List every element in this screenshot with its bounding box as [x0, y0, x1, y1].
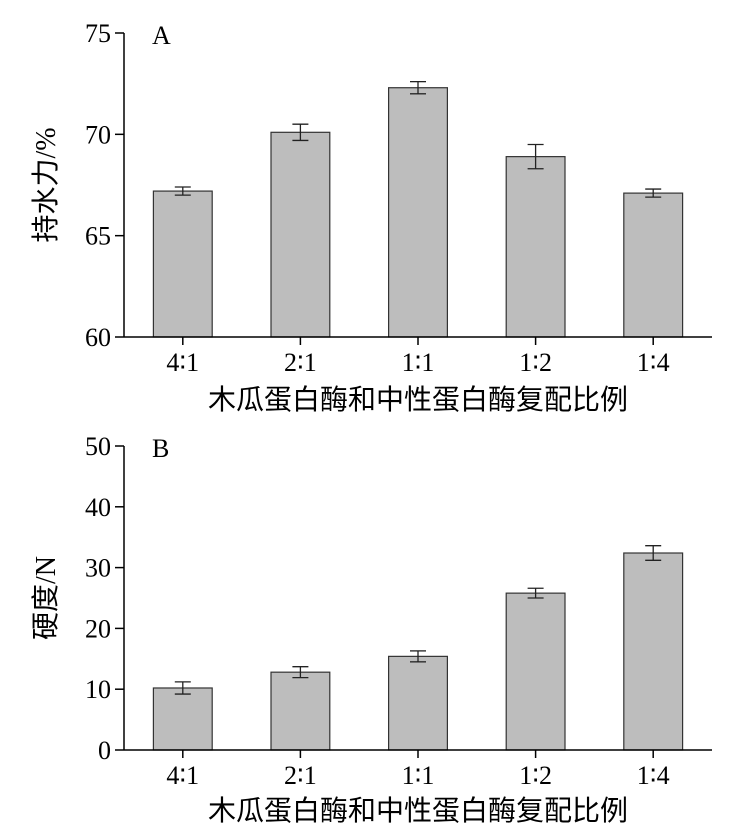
- bar-2: [388, 87, 449, 338]
- panel-b: 4∶1 2∶1 1∶1 1∶2 1∶4 0 10 20 30 40 50 B 木瓜蛋白酶和中性蛋白酶复配…: [30, 432, 712, 827]
- bar-4: [623, 552, 684, 751]
- x-tick-label-0: 4∶1: [166, 348, 199, 377]
- y-tick-label-0: 0: [98, 736, 111, 765]
- bar-2: [388, 655, 449, 751]
- bar-1: [270, 131, 331, 338]
- bar-3: [505, 592, 566, 751]
- x-tick-label-0: 4∶1: [166, 761, 199, 790]
- y-tick-label-1: 10: [85, 675, 111, 704]
- bar-3: [505, 156, 566, 338]
- bar-1: [270, 671, 331, 751]
- y-tick-label-5: 50: [85, 432, 111, 461]
- x-tick-label-2: 1∶1: [402, 348, 435, 377]
- x-tick-label-1: 2∶1: [284, 761, 317, 790]
- y-axis-title: 硬度/N: [30, 556, 62, 640]
- y-tick-label-2: 20: [85, 614, 111, 643]
- y-tick-label-1: 65: [85, 222, 111, 251]
- y-tick-label-3: 75: [85, 19, 111, 48]
- y-tick-label-3: 30: [85, 554, 111, 583]
- x-axis-title: 木瓜蛋白酶和中性蛋白酶复配比例: [208, 384, 628, 416]
- bar-0: [152, 687, 213, 751]
- y-tick-label-4: 40: [85, 493, 111, 522]
- y-tick-label-2: 70: [85, 120, 111, 149]
- panel-label: A: [152, 21, 171, 50]
- bar-0: [152, 190, 213, 338]
- y-axis-title: 持水力/%: [30, 127, 62, 242]
- y-tick-label-0: 60: [85, 323, 111, 352]
- x-tick-label-3: 1∶2: [519, 761, 552, 790]
- x-tick-label-4: 1∶4: [637, 761, 670, 790]
- x-tick-label-3: 1∶2: [519, 348, 552, 377]
- x-tick-label-4: 1∶4: [637, 348, 670, 377]
- panel-a: 4∶1 2∶1 1∶1 1∶2 1∶4 60 65 70 75 A 木瓜蛋白酶和中性蛋白酶复配比例 持…: [30, 19, 712, 416]
- x-tick-label-1: 2∶1: [284, 348, 317, 377]
- panel-label: B: [152, 434, 169, 463]
- bar-4: [623, 192, 684, 338]
- x-axis-title: 木瓜蛋白酶和中性蛋白酶复配比例: [208, 795, 628, 827]
- x-tick-label-2: 1∶1: [402, 761, 435, 790]
